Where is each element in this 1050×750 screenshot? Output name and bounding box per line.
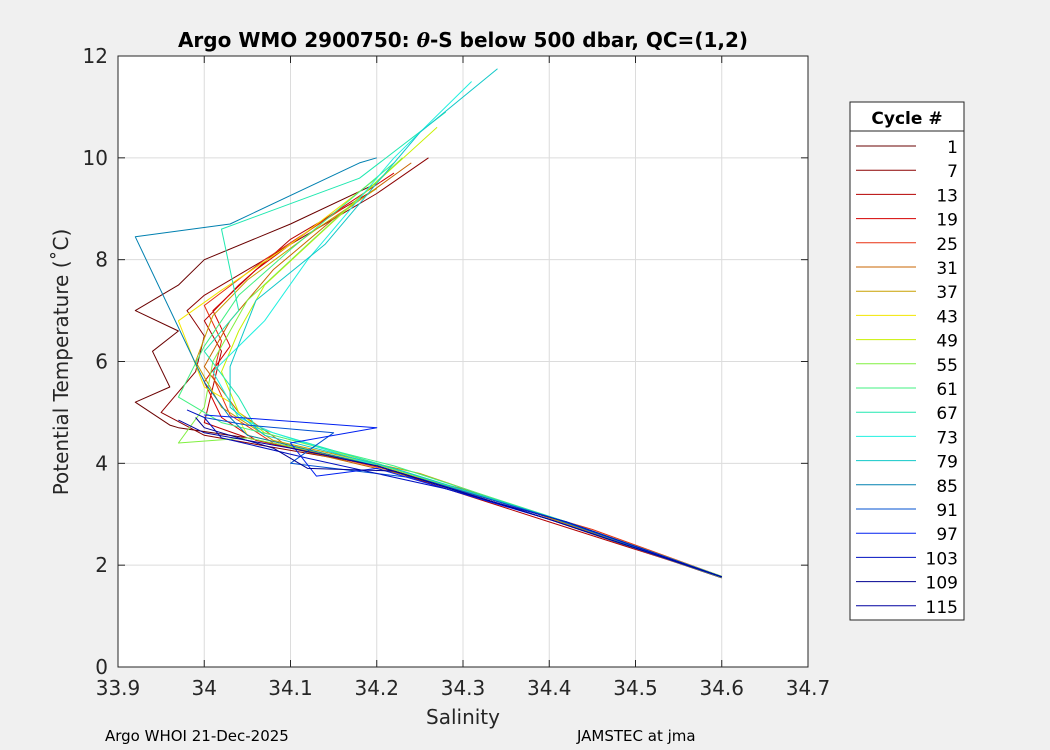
- x-tick-label: 34.4: [527, 676, 572, 700]
- profile-line-cycle-31: [203, 162, 722, 578]
- profile-line-cycle-115: [178, 419, 722, 578]
- x-tick-label: 34.1: [268, 676, 313, 700]
- legend-label: 49: [936, 332, 958, 352]
- legend-label: 79: [936, 453, 958, 473]
- legend-label: 31: [936, 259, 958, 279]
- legend-label: 97: [936, 525, 958, 545]
- x-tick-label: 34.2: [354, 676, 399, 700]
- legend-label: 115: [926, 598, 958, 618]
- legend-item-cycle-7: 7: [856, 162, 958, 182]
- legend-label: 103: [926, 549, 958, 569]
- legend-item-cycle-73: 73: [856, 428, 958, 448]
- legend-label: 67: [936, 404, 958, 424]
- legend-item-cycle-109: 109: [856, 574, 958, 594]
- legend-label: 91: [936, 501, 958, 521]
- x-tick-label: 34.7: [786, 676, 831, 700]
- legend-item-cycle-25: 25: [856, 235, 958, 255]
- footer-left: Argo WHOI 21-Dec-2025: [105, 727, 289, 745]
- legend-item-cycle-19: 19: [856, 211, 958, 231]
- x-tick-label: 34: [192, 676, 217, 700]
- legend-label: 109: [926, 574, 958, 594]
- profile-lines: [134, 68, 722, 579]
- legend-label: 13: [936, 186, 958, 206]
- legend-label: 1: [947, 138, 958, 158]
- profile-line-cycle-61: [177, 162, 722, 577]
- legend-item-cycle-55: 55: [856, 356, 958, 376]
- legend-item-cycle-85: 85: [856, 477, 958, 497]
- legend-item-cycle-1: 1: [856, 138, 958, 158]
- x-axis-label: Salinity: [426, 705, 500, 729]
- y-tick-label: 2: [95, 553, 108, 577]
- legend-item-cycle-49: 49: [856, 332, 958, 352]
- legend-item-cycle-13: 13: [856, 186, 958, 206]
- legend-title: Cycle #: [871, 109, 942, 129]
- legend-label: 25: [936, 235, 958, 255]
- y-axis-ticks: 0 2 4 6 8 10 12: [83, 44, 808, 679]
- legend-item-cycle-91: 91: [856, 501, 958, 521]
- footer-right: JAMSTEC at jma: [576, 727, 696, 745]
- title-suffix: -S below 500 dbar, QC=(1,2): [430, 28, 748, 52]
- y-tick-label: 12: [83, 44, 108, 68]
- x-tick-label: 33.9: [96, 676, 141, 700]
- legend-items: 1 7 13 19 25 31 37 43 49 55 61 67 73 79 85 91 97 103 109 11…: [856, 138, 958, 618]
- legend-label: 73: [936, 428, 958, 448]
- y-tick-label: 8: [95, 248, 108, 272]
- profile-line-cycle-103: [186, 409, 722, 578]
- legend-item-cycle-67: 67: [856, 404, 958, 424]
- legend-label: 61: [936, 380, 958, 400]
- legend-item-cycle-37: 37: [856, 283, 958, 303]
- legend-label: 19: [936, 211, 958, 231]
- legend-item-cycle-31: 31: [856, 259, 958, 279]
- y-axis-label: Potential Temperature (˚C): [49, 229, 73, 496]
- title-theta: θ: [417, 28, 431, 52]
- legend-item-cycle-115: 115: [856, 598, 958, 618]
- legend-item-cycle-61: 61: [856, 380, 958, 400]
- profile-line-cycle-79: [229, 68, 722, 578]
- legend-item-cycle-103: 103: [856, 549, 958, 569]
- legend-label: 7: [947, 162, 958, 182]
- grid-lines: [118, 56, 808, 667]
- x-tick-label: 34.5: [613, 676, 658, 700]
- legend-label: 37: [936, 283, 958, 303]
- y-tick-label: 0: [95, 655, 108, 679]
- y-tick-label: 4: [95, 451, 108, 475]
- y-tick-label: 6: [95, 350, 108, 374]
- legend-label: 85: [936, 477, 958, 497]
- title-prefix: Argo WMO 2900750:: [178, 28, 417, 52]
- chart-title: Argo WMO 2900750: θ-S below 500 dbar, QC…: [178, 28, 748, 52]
- x-tick-label: 34.3: [441, 676, 486, 700]
- x-tick-label: 34.6: [699, 676, 744, 700]
- legend-label: 55: [936, 356, 958, 376]
- x-axis-ticks: 33.9 34 34.1 34.2 34.3 34.4 34.5 34.6 34.7: [96, 56, 831, 700]
- legend-item-cycle-43: 43: [856, 307, 958, 327]
- legend-label: 43: [936, 307, 958, 327]
- legend: Cycle # 1 7 13 19 25 31 37 43 49 55 61 67 73 79 85 91 97…: [849, 101, 965, 621]
- y-tick-label: 10: [83, 146, 108, 170]
- legend-item-cycle-79: 79: [856, 453, 958, 473]
- legend-item-cycle-97: 97: [856, 525, 958, 545]
- profile-line-cycle-55: [177, 157, 722, 578]
